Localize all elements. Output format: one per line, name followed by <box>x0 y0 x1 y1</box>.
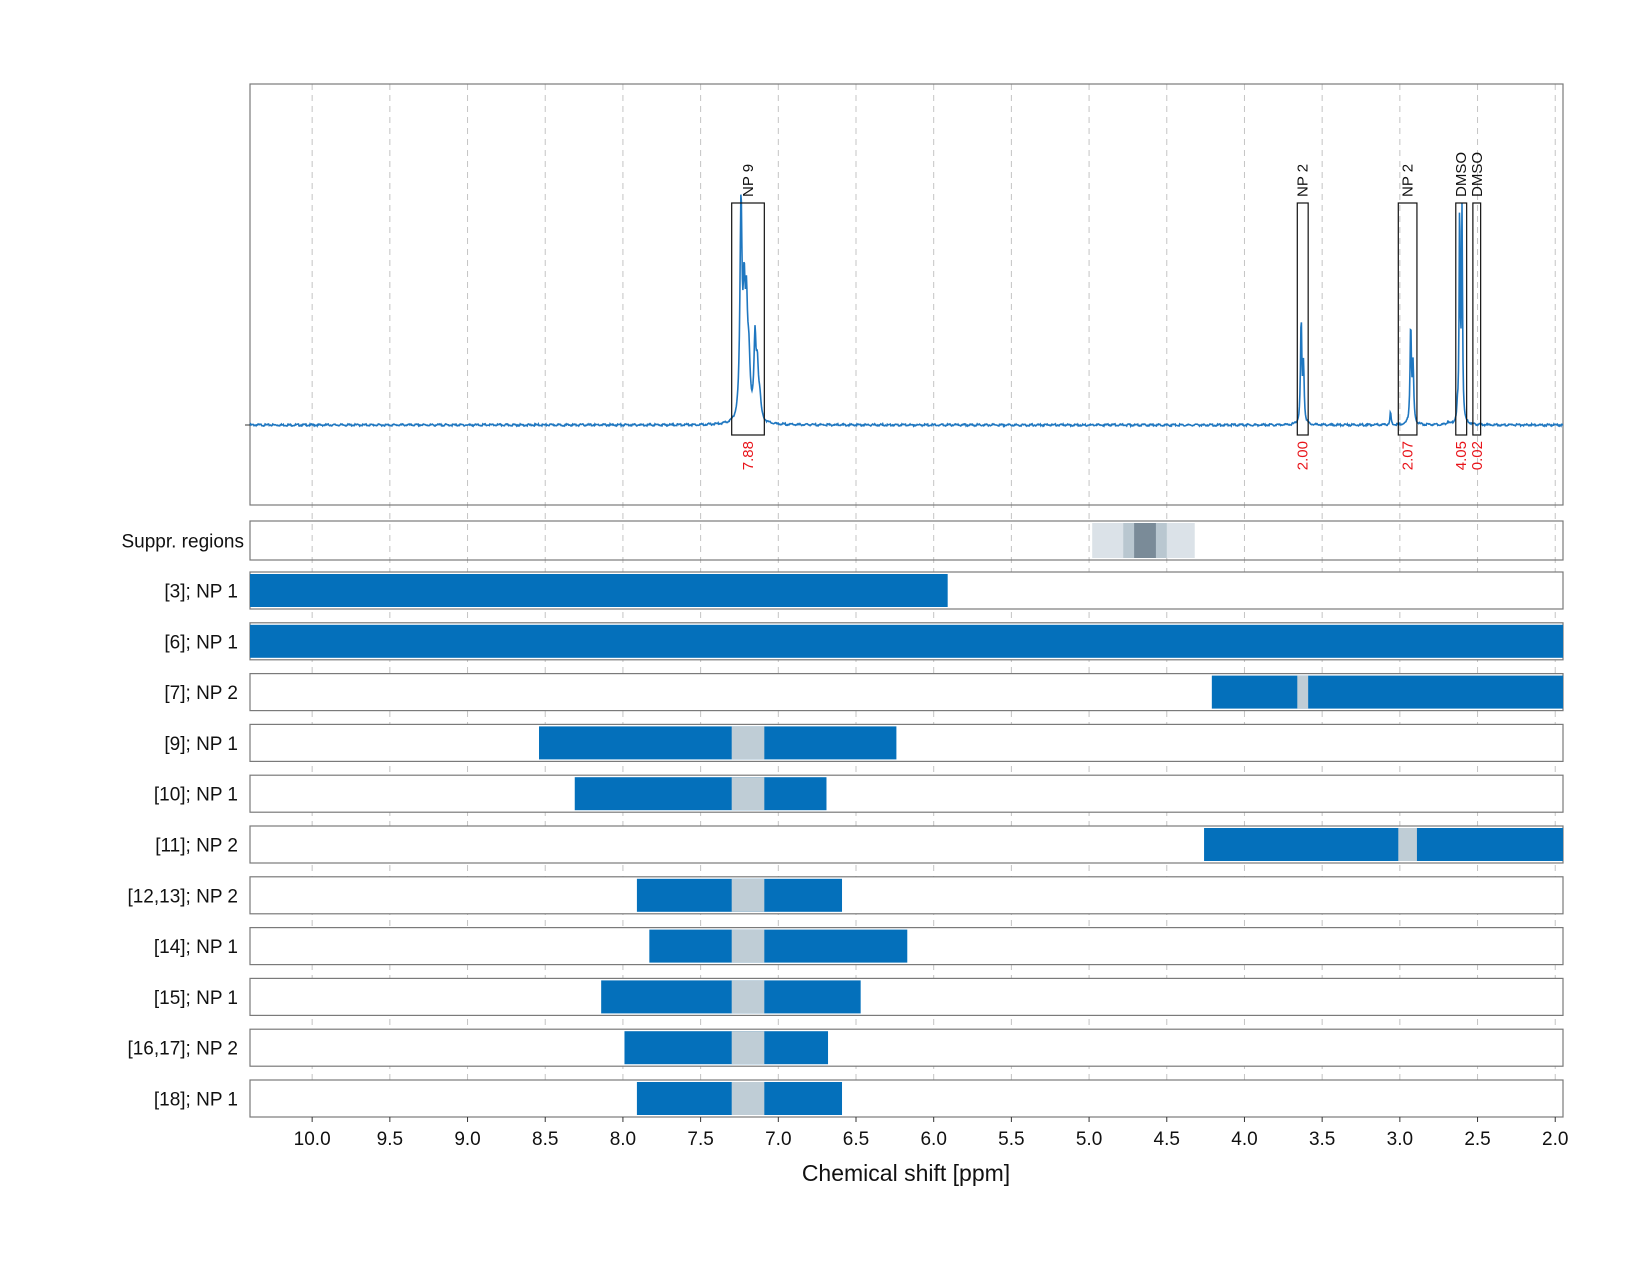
range-bar <box>250 624 1563 658</box>
row-frame <box>249 876 1564 915</box>
x-tick-label: 8.5 <box>532 1129 558 1150</box>
overlap-band <box>1297 675 1309 709</box>
peak-box <box>1455 202 1468 436</box>
row-label: [16,17]; NP 2 <box>127 1039 238 1060</box>
row-frame <box>249 723 1564 763</box>
row-label: [10]; NP 1 <box>154 785 238 806</box>
integral-label: 2.00 <box>1295 441 1312 470</box>
range-bar <box>601 980 861 1014</box>
spectrum-panel: NP 9 7.88 NP 2 2.00 NP 2 2.07 DMSO 4.05 DMSO 0.02 <box>245 83 1564 506</box>
x-tick-label: 2.0 <box>1542 1129 1568 1150</box>
peak-box <box>1397 202 1418 436</box>
range-row: [9]; NP 1 <box>164 723 1564 763</box>
range-row: [3]; NP 1 <box>164 571 1564 610</box>
overlap-band <box>731 1082 765 1115</box>
row-label: [14]; NP 1 <box>154 937 238 958</box>
range-bar <box>624 1031 829 1065</box>
x-tick-label: 3.5 <box>1309 1129 1335 1150</box>
x-tick-label: 2.5 <box>1464 1129 1490 1150</box>
overlap-band <box>1398 828 1417 861</box>
x-axis: Chemical shift [ppm] 10.0 9.5 9.0 8.5 8.0 7.5… <box>294 1117 1568 1186</box>
range-row: [15]; NP 1 <box>154 977 1564 1017</box>
row-label: [18]; NP 1 <box>154 1090 238 1111</box>
peak-label: DMSO <box>1469 152 1486 197</box>
peak-box <box>1472 202 1482 436</box>
range-bar <box>250 574 948 607</box>
spectrum-line <box>249 194 1564 429</box>
range-row: [6]; NP 1 <box>164 622 1564 661</box>
suppr-frame <box>249 520 1564 561</box>
integral-label: 7.88 <box>740 441 757 470</box>
range-row: [11]; NP 2 <box>155 825 1564 864</box>
row-label: [6]; NP 1 <box>164 632 238 653</box>
peak-box <box>1296 202 1309 436</box>
x-tick-label: 7.5 <box>687 1129 713 1150</box>
range-row: [18]; NP 1 <box>154 1079 1564 1118</box>
peak-label: NP 2 <box>1400 164 1417 197</box>
range-bar <box>539 726 897 760</box>
integral-label: 4.05 <box>1453 441 1470 470</box>
overlap-band <box>731 726 765 760</box>
spectrum-frame <box>249 83 1564 506</box>
range-bar <box>1211 675 1563 709</box>
range-row: [14]; NP 1 <box>154 926 1564 966</box>
peak-label: NP 2 <box>1295 164 1312 197</box>
row-label: [3]; NP 1 <box>164 582 238 603</box>
range-row: [10]; NP 1 <box>154 774 1564 813</box>
row-frame <box>249 1079 1564 1118</box>
range-row: [16,17]; NP 2 <box>127 1028 1564 1067</box>
x-tick-label: 10.0 <box>294 1129 331 1150</box>
range-row: [7]; NP 2 <box>164 672 1564 712</box>
overlap-band <box>731 980 765 1014</box>
row-label: [9]; NP 1 <box>164 734 238 755</box>
x-tick-label: 4.0 <box>1231 1129 1257 1150</box>
x-tick-label: 3.0 <box>1387 1129 1413 1150</box>
peak-box <box>731 202 765 436</box>
x-axis-title: Chemical shift [ppm] <box>802 1160 1010 1186</box>
row-label: [15]; NP 1 <box>154 988 238 1009</box>
x-tick-label: 7.0 <box>765 1129 791 1150</box>
overlap-band <box>731 1031 765 1065</box>
range-bar <box>574 777 827 811</box>
overlap-band <box>731 777 765 811</box>
range-row: [12,13]; NP 2 <box>127 876 1564 915</box>
row-label: [11]; NP 2 <box>155 836 238 857</box>
peak-label: DMSO <box>1453 152 1470 197</box>
range-bar <box>1204 828 1563 861</box>
suppr-band <box>1134 523 1156 558</box>
suppr-label: Suppr. regions <box>121 532 244 553</box>
row-frame <box>249 1028 1564 1067</box>
x-tick-label: 5.0 <box>1076 1129 1102 1150</box>
overlap-band <box>731 929 765 963</box>
row-label: [7]; NP 2 <box>164 683 238 704</box>
integral-label: 0.02 <box>1469 441 1486 470</box>
row-label: [12,13]; NP 2 <box>127 886 238 907</box>
x-tick-label: 9.0 <box>454 1129 480 1150</box>
range-bar <box>649 929 908 963</box>
x-tick-label: 6.5 <box>843 1129 869 1150</box>
x-tick-label: 9.5 <box>377 1129 403 1150</box>
range-rows: [3]; NP 1 [6]; NP 1 [7]; NP 2 [9]; NP 1 [10]… <box>127 571 1564 1118</box>
peak-label: NP 9 <box>740 164 757 197</box>
x-tick-label: 8.0 <box>610 1129 636 1150</box>
row-frame <box>249 977 1564 1017</box>
x-tick-label: 6.0 <box>920 1129 946 1150</box>
integral-label: 2.07 <box>1400 441 1417 470</box>
suppressed-regions-panel: Suppr. regions <box>121 520 1564 561</box>
x-tick-label: 4.5 <box>1154 1129 1180 1150</box>
x-tick-label: 5.5 <box>998 1129 1024 1150</box>
overlap-band <box>731 878 765 912</box>
row-frame <box>249 774 1564 813</box>
